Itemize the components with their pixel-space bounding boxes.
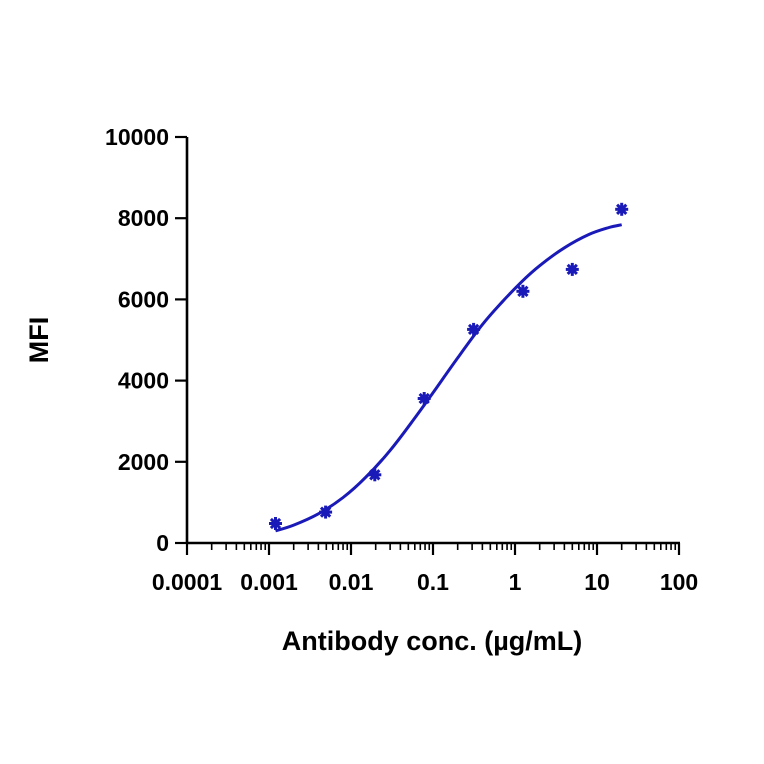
x-tick-label: 100	[660, 569, 698, 595]
fit-curve	[275, 223, 623, 533]
data-point-spoke	[566, 263, 578, 276]
y-axis-ticks: 0 2000 4000 6000 8000 10000	[105, 124, 187, 556]
x-tick-label: 10	[584, 569, 610, 595]
y-tick-label: 8000	[118, 205, 169, 231]
y-tick-label: 6000	[118, 286, 169, 312]
axes	[185, 137, 680, 545]
data-point-spoke	[616, 203, 628, 215]
data-point-spoke	[418, 392, 430, 405]
data-point-spoke	[319, 506, 332, 518]
y-tick-label: 4000	[118, 368, 169, 394]
data-point-spoke	[269, 517, 282, 530]
data-point	[565, 262, 579, 276]
data-points	[269, 202, 629, 530]
y-axis-title: MFI	[24, 317, 54, 364]
data-point-spoke	[517, 285, 529, 297]
x-tick-label: 0.01	[329, 569, 374, 595]
data-point	[615, 202, 629, 216]
x-axis-title: Antibody conc. (µg/mL)	[282, 626, 583, 656]
x-tick-label: 1	[509, 569, 522, 595]
x-tick-label: 0.001	[240, 569, 298, 595]
y-tick-label: 10000	[105, 124, 169, 150]
data-point-spoke	[369, 469, 381, 481]
data-point	[368, 468, 382, 482]
y-tick-label: 2000	[118, 449, 169, 475]
data-point	[319, 505, 333, 519]
x-tick-label: 0.0001	[152, 569, 223, 595]
data-point	[467, 322, 481, 336]
x-tick-label: 0.1	[417, 569, 449, 595]
y-tick-label: 0	[156, 530, 169, 556]
data-point	[417, 392, 431, 405]
data-point	[516, 284, 530, 298]
data-point-spoke	[467, 323, 480, 336]
data-point	[269, 517, 282, 530]
x-axis-ticks: 0.0001 0.001 0.01 0.1 1 10 100	[152, 543, 698, 595]
